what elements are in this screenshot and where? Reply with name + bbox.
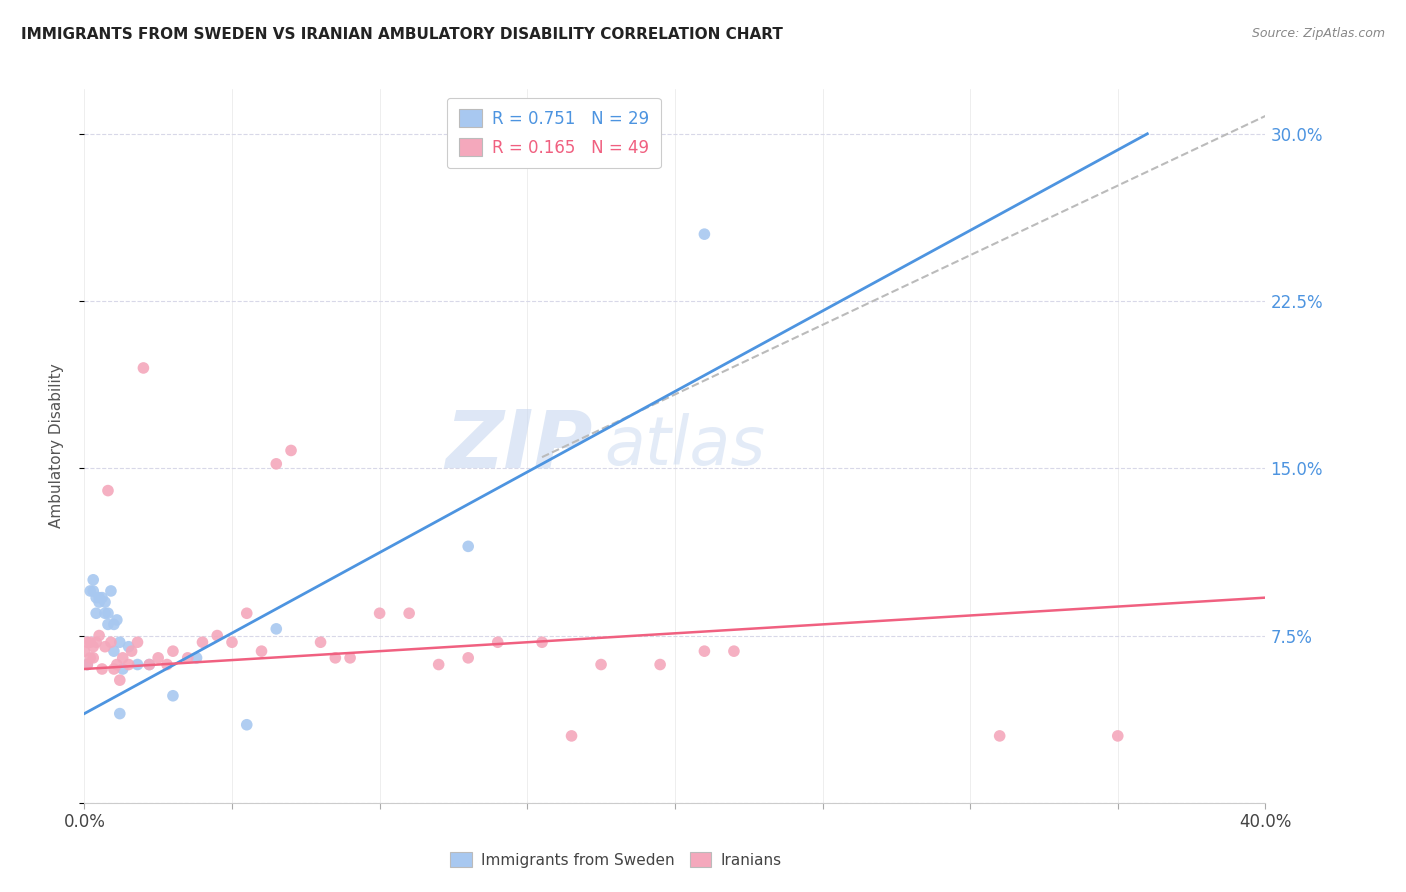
Point (177, 651, 200, 665)
Point (100, 635, 122, 649)
Text: atlas: atlas (605, 413, 765, 479)
Point (221, 635, 243, 649)
Point (1107, 729, 1129, 743)
Point (94, 607, 117, 621)
Point (988, 729, 1011, 743)
Point (108, 635, 131, 649)
Point (205, 628, 228, 642)
Y-axis label: Ambulatory Disability: Ambulatory Disability (49, 364, 63, 528)
Point (79, 583, 101, 598)
Point (97, 483, 120, 498)
Point (108, 673, 131, 687)
Point (191, 635, 214, 649)
Point (591, 657, 613, 672)
Point (79, 635, 101, 649)
Point (111, 651, 134, 665)
Point (323, 651, 347, 665)
Point (127, 635, 149, 649)
Point (723, 644, 745, 658)
Point (79, 651, 101, 665)
Point (84, 591, 107, 605)
Point (76, 657, 98, 672)
Point (89, 591, 111, 605)
Point (127, 657, 149, 672)
Point (186, 651, 208, 665)
Point (648, 657, 672, 672)
Point (76, 657, 98, 672)
Point (250, 644, 273, 658)
Point (82, 651, 104, 665)
Point (121, 644, 143, 658)
Point (94, 640, 117, 654)
Point (82, 573, 104, 587)
Text: ZIP: ZIP (444, 407, 592, 485)
Point (162, 689, 184, 703)
Point (91, 662, 114, 676)
Text: Source: ZipAtlas.com: Source: ZipAtlas.com (1251, 27, 1385, 40)
Point (138, 657, 160, 672)
Point (108, 706, 131, 721)
Point (693, 644, 716, 658)
Point (264, 457, 288, 471)
Text: IMMIGRANTS FROM SWEDEN VS IRANIAN AMBULATORY DISABILITY CORRELATION CHART: IMMIGRANTS FROM SWEDEN VS IRANIAN AMBULA… (21, 27, 783, 42)
Point (105, 657, 128, 672)
Point (148, 651, 170, 665)
Point (118, 657, 141, 672)
Point (486, 635, 509, 649)
Point (132, 360, 155, 375)
Point (264, 622, 288, 636)
Point (138, 657, 160, 672)
Point (91, 591, 114, 605)
Point (309, 635, 332, 649)
Point (339, 651, 361, 665)
Point (73, 644, 96, 658)
Point (156, 657, 179, 672)
Point (560, 729, 583, 743)
Point (111, 662, 134, 676)
Point (89, 595, 111, 609)
Point (84, 635, 107, 649)
Point (118, 640, 141, 654)
Point (162, 644, 184, 658)
Point (693, 227, 716, 241)
Point (398, 607, 420, 621)
Point (236, 717, 259, 731)
Point (82, 640, 104, 654)
Point (97, 607, 120, 621)
Point (280, 443, 302, 458)
Point (94, 595, 117, 609)
Point (89, 628, 111, 642)
Point (427, 657, 450, 672)
Point (103, 617, 125, 632)
Point (530, 635, 553, 649)
Point (368, 607, 391, 621)
Point (84, 607, 107, 621)
Point (103, 662, 125, 676)
Point (97, 617, 120, 632)
Point (457, 651, 479, 665)
Point (105, 613, 128, 627)
Legend: Immigrants from Sweden, Iranians: Immigrants from Sweden, Iranians (444, 846, 787, 873)
Point (82, 583, 104, 598)
Point (457, 539, 479, 553)
Point (103, 644, 125, 658)
Point (76, 635, 98, 649)
Point (236, 607, 259, 621)
Point (100, 583, 122, 598)
